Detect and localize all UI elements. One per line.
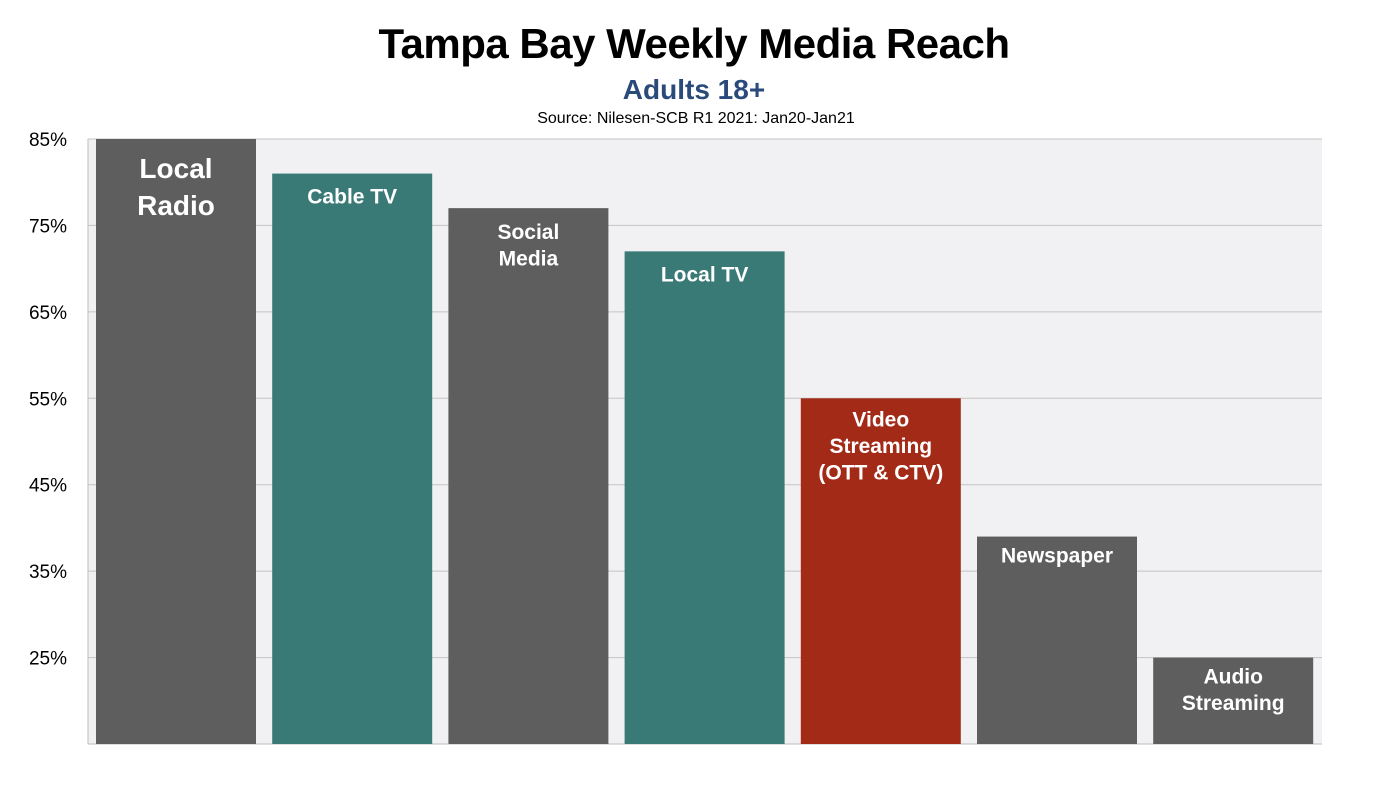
bar-label-line: (OTT & CTV): [818, 461, 943, 484]
bar-label: Newspaper: [1001, 545, 1113, 568]
bar: [800, 398, 961, 744]
bar: [977, 536, 1137, 744]
bar-label-line: Local TV: [661, 263, 749, 286]
bar: [1153, 657, 1314, 744]
y-tick-label: 85%: [29, 130, 67, 151]
y-tick-label: 55%: [29, 389, 67, 410]
chart-source-note: Source: Nilesen-SCB R1 2021: Jan20-Jan21: [537, 110, 855, 127]
bar-label: Audio Streaming: [1182, 666, 1285, 716]
bar-label-line: Video: [852, 408, 909, 431]
bar-label: Social Media: [497, 221, 559, 271]
y-tick-label: 25%: [29, 649, 67, 670]
bar: [96, 139, 256, 744]
bar-label: Cable TV: [307, 186, 397, 209]
bar: [272, 173, 433, 745]
bar-label-line: Audio: [1203, 666, 1262, 689]
bar-label-line: Social: [497, 221, 559, 244]
chart-subtitle: Adults 18+: [622, 74, 766, 105]
bar-label: Video Streaming (OTT & CTV): [818, 408, 943, 484]
bar-label-line: Streaming: [829, 435, 932, 458]
y-tick-label: 45%: [29, 476, 67, 497]
y-tick-label: 65%: [29, 303, 67, 324]
chart-title: Tampa Bay Weekly Media Reach: [378, 20, 1010, 67]
bar: [448, 208, 609, 745]
bar-label: Local Radio: [137, 153, 215, 221]
bar-label-line: Radio: [137, 190, 215, 221]
bar: [624, 251, 785, 744]
bar-label-line: Cable TV: [307, 186, 397, 209]
y-tick-label: 35%: [29, 562, 67, 583]
bar-label: Local TV: [661, 263, 749, 286]
y-tick-label: 75%: [29, 216, 67, 237]
bar-label-line: Streaming: [1182, 692, 1285, 715]
bar-label-line: Media: [499, 248, 559, 271]
bar-label-line: Local: [139, 153, 212, 184]
bar-label-line: Newspaper: [1001, 545, 1113, 568]
